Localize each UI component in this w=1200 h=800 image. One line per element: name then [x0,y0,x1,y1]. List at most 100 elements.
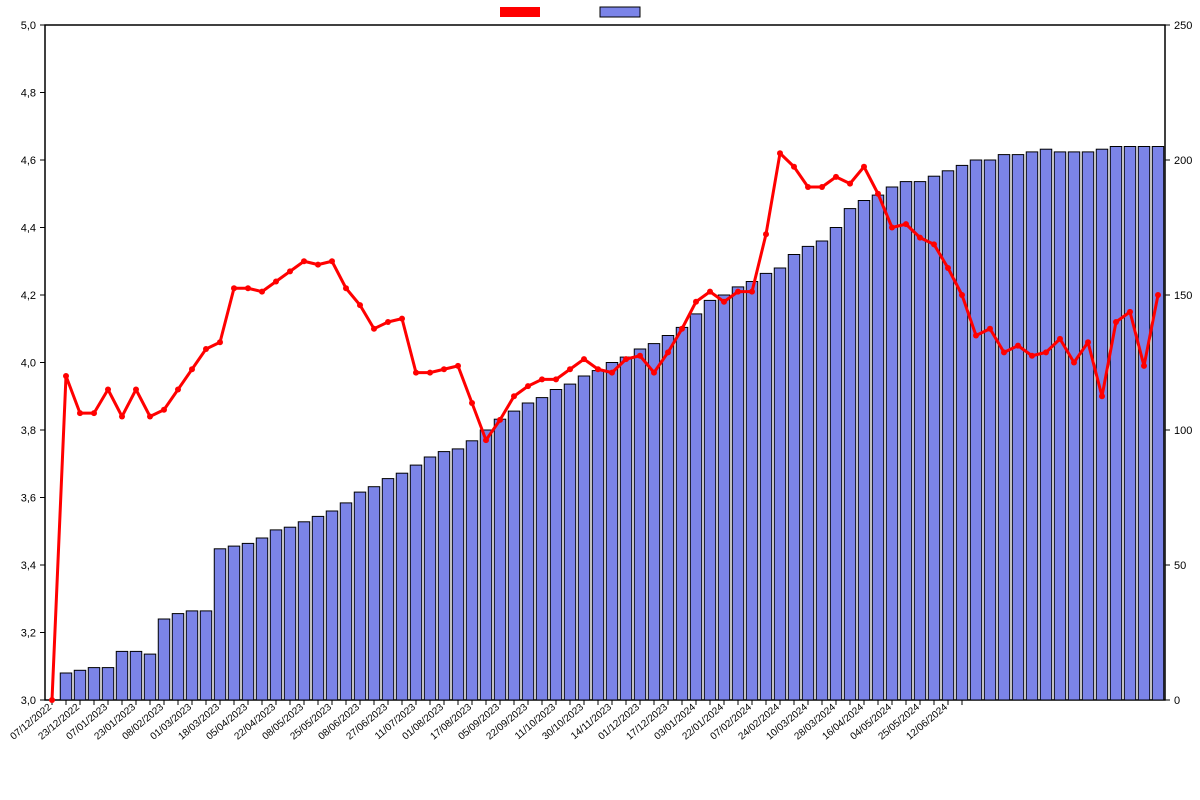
line-marker [511,393,517,399]
line-marker [777,150,783,156]
line-marker [973,333,979,339]
line-marker [357,302,363,308]
bar [872,195,883,700]
bar [564,384,575,700]
line-marker [567,366,573,372]
line-marker [637,353,643,359]
y-right-tick-label: 50 [1174,560,1186,572]
bar [676,327,687,700]
line-marker [1155,292,1161,298]
line-marker [721,299,727,305]
line-marker [441,366,447,372]
line-marker [413,370,419,376]
line-marker [301,258,307,264]
line-marker [455,363,461,369]
line-marker [469,400,475,406]
line-marker [1071,360,1077,366]
bar [242,543,253,700]
line-marker [77,410,83,416]
line-marker [819,184,825,190]
line-marker [525,383,531,389]
bar [354,492,365,700]
bar [942,171,953,700]
line-marker [693,299,699,305]
line-marker [1127,309,1133,315]
bar [466,441,477,700]
line-marker [161,407,167,413]
bar [144,654,155,700]
bar [578,376,589,700]
line-marker [861,164,867,170]
bar [536,398,547,700]
bar [634,349,645,700]
line-marker [385,319,391,325]
y-left-tick-label: 4,4 [21,223,36,235]
bar [620,357,631,700]
line-marker [987,326,993,332]
bar [690,314,701,700]
y-left-tick-label: 3,0 [21,695,36,707]
line-marker [1113,319,1119,325]
legend-line-swatch [500,7,540,17]
line-marker [889,225,895,231]
line-marker [945,265,951,271]
line-marker [749,289,755,295]
line-marker [259,289,265,295]
bar [186,611,197,700]
bar [718,295,729,700]
bar [802,246,813,700]
line-marker [399,316,405,322]
bar [116,651,127,700]
line-marker [1015,343,1021,349]
bar [158,619,169,700]
line-marker [539,376,545,382]
bar [984,160,995,700]
line-marker [287,268,293,274]
bar [760,273,771,700]
bar [410,465,421,700]
line-marker [343,285,349,291]
bar [340,503,351,700]
bar [228,546,239,700]
bar [494,419,505,700]
line-marker [273,279,279,285]
bar [256,538,267,700]
bar [1110,147,1121,701]
bar [522,403,533,700]
bar [270,530,281,700]
bar [1012,155,1023,700]
bar [550,390,561,701]
line-marker [1043,349,1049,355]
line-marker [917,235,923,241]
bar [438,452,449,700]
bar [214,549,225,700]
bar [480,430,491,700]
bar [998,155,1009,700]
line-marker [609,370,615,376]
line-marker [1099,393,1105,399]
y-left-tick-label: 4,2 [21,290,36,302]
line-marker [665,349,671,355]
line-marker [1141,363,1147,369]
legend-bar-swatch [600,7,640,17]
line-marker [903,221,909,227]
line-marker [847,181,853,187]
bar [326,511,337,700]
bar [312,516,323,700]
y-left-tick-label: 3,2 [21,628,36,640]
line-marker [329,258,335,264]
bar [956,165,967,700]
line-marker [189,366,195,372]
line-marker [735,289,741,295]
bar [648,344,659,700]
bar [298,522,309,700]
line-marker [651,370,657,376]
bar [1124,147,1135,701]
bar [172,614,183,700]
bar [662,336,673,701]
line-marker [91,410,97,416]
y-right-tick-label: 0 [1174,695,1180,707]
y-left-tick-label: 3,8 [21,425,36,437]
bar [900,182,911,700]
y-left-tick-label: 4,0 [21,358,36,370]
